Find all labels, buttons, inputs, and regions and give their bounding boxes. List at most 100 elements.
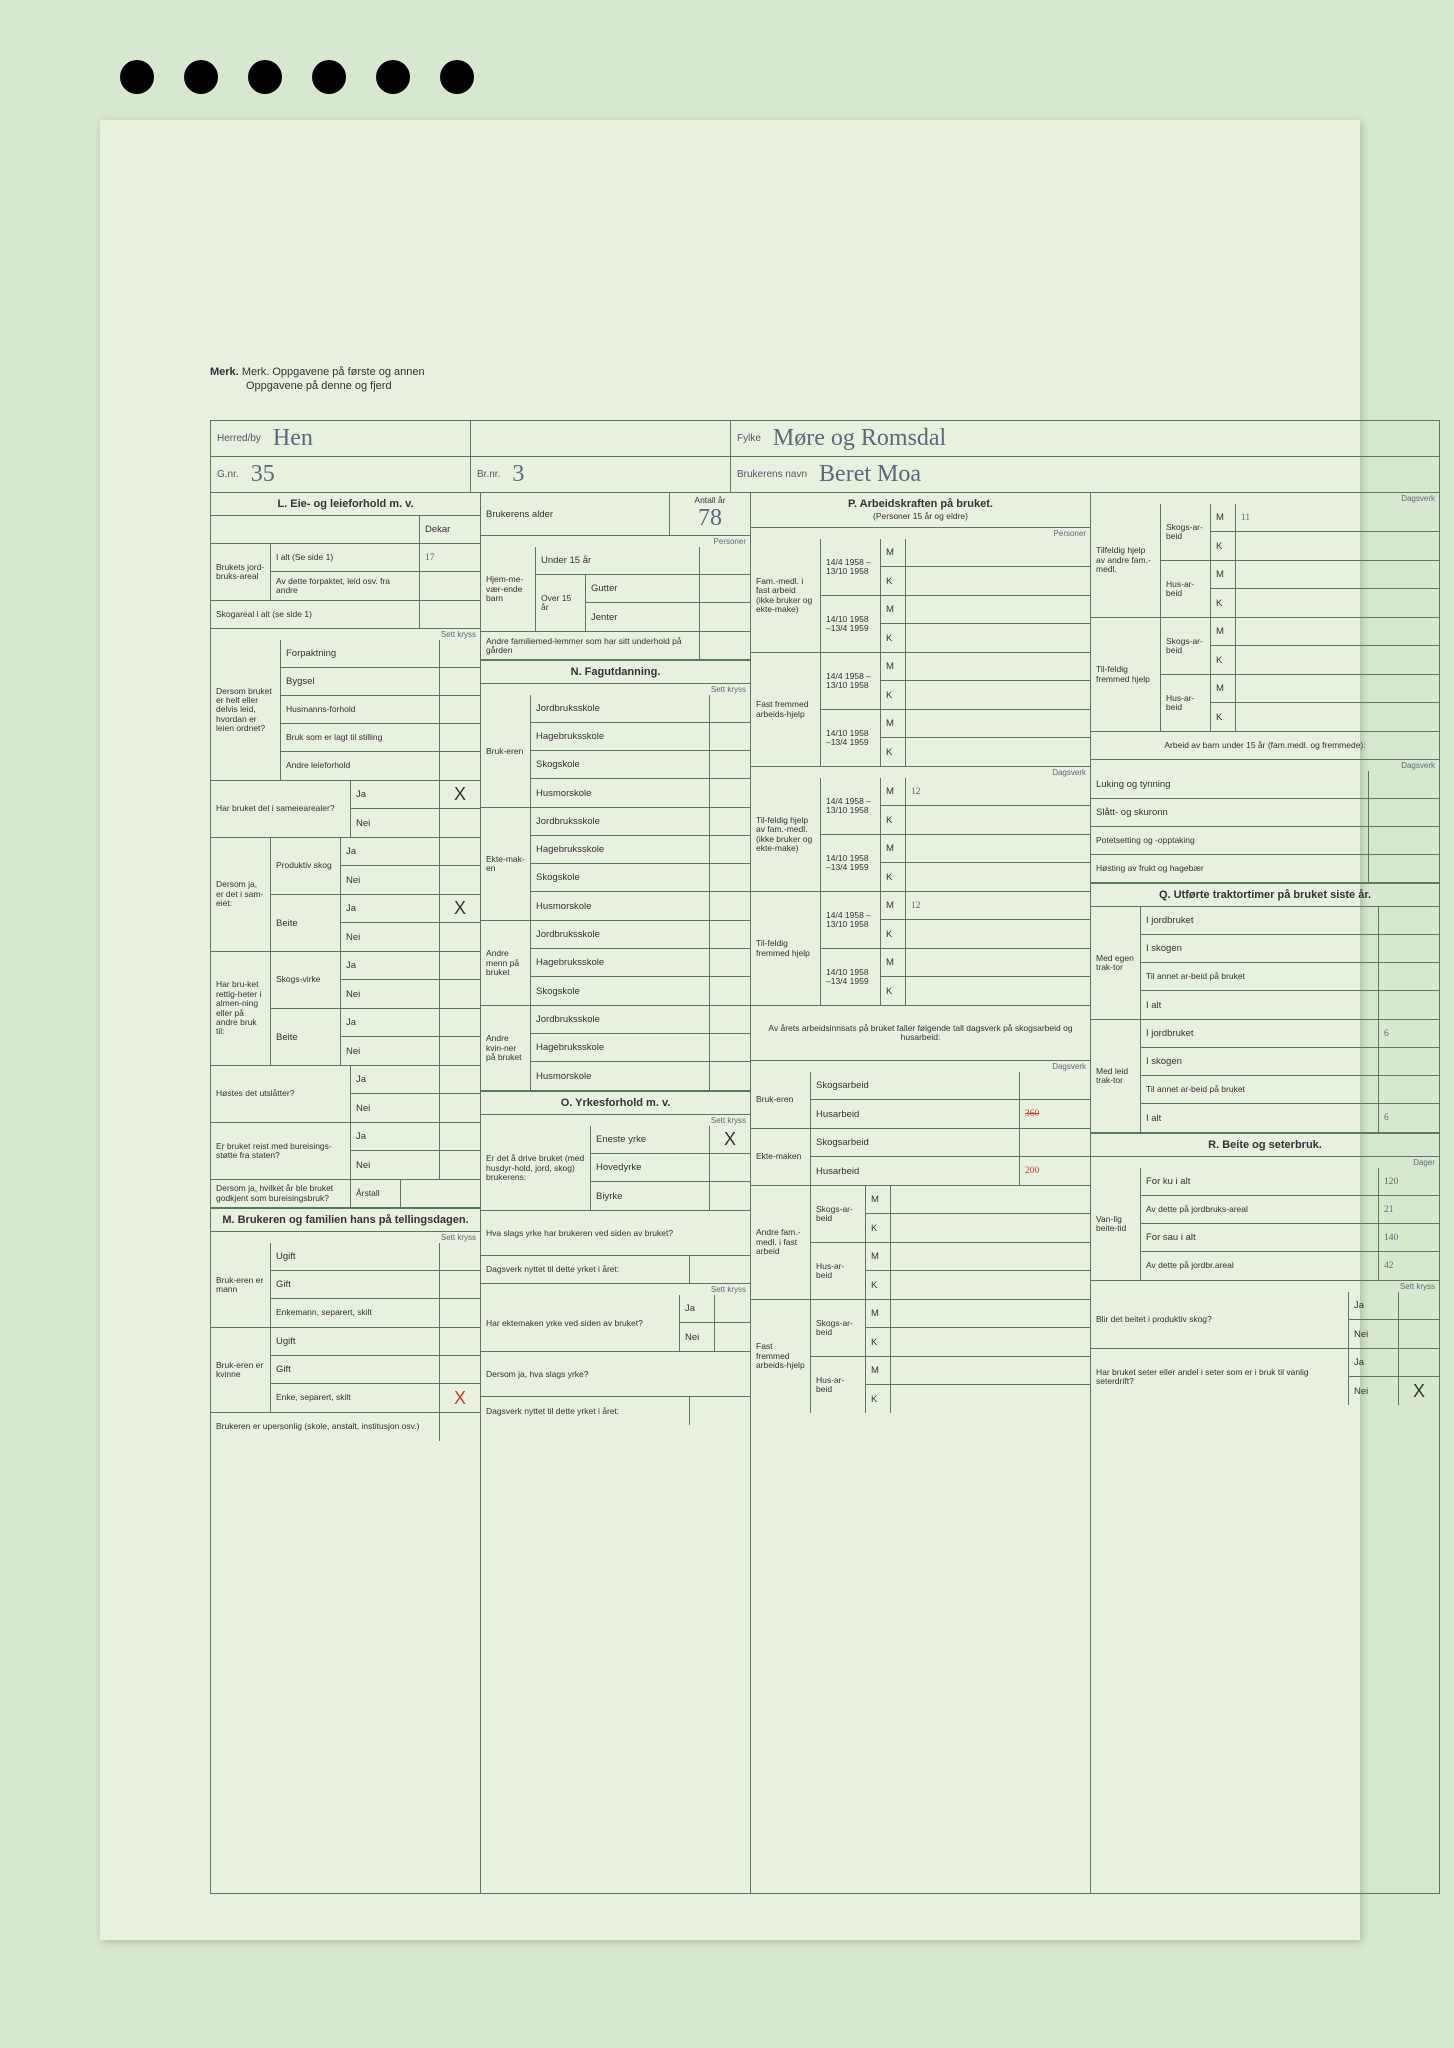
nhm2: Husmorskole: [531, 892, 710, 920]
brnr: 3: [512, 461, 524, 488]
nj4: Jordbruksskole: [531, 1006, 710, 1033]
potet: Potetsetting og -opptaking: [1091, 827, 1369, 854]
m-title: M. Brukeren og familien hans på tellings…: [211, 1208, 480, 1232]
enkem: Enkemann, separert, skilt: [271, 1299, 440, 1327]
n2: Nei: [341, 866, 440, 894]
andrel: Andre leieforhold: [281, 752, 440, 780]
k8: K: [881, 977, 906, 1005]
p-pers: Personer: [751, 528, 1090, 539]
hu4: Hus-ar-beid: [811, 1357, 866, 1413]
n7: Nei: [351, 1151, 440, 1179]
rk1: K: [1211, 532, 1236, 560]
rnei: Nei: [1349, 1320, 1399, 1348]
rja2: Ja: [1349, 1349, 1399, 1376]
sk4: Skogs-ar-beid: [811, 1300, 866, 1356]
p-ff2: Fast fremmed arbeids-hjelp: [751, 1300, 811, 1413]
bruksom: Bruk som er lagt til stilling: [281, 724, 440, 751]
qa1: Til annet ar-beid på bruket: [1141, 963, 1379, 990]
dersomja: Dersom ja, er det i sam-eiet:: [211, 838, 271, 951]
rsk2: Skogs-ar-beid: [1161, 618, 1211, 674]
rsk1: Skogs-ar-beid: [1161, 504, 1211, 560]
rhu2: Hus-ar-beid: [1161, 675, 1211, 731]
merk2: Oppgavene på denne og fjerd: [246, 380, 392, 392]
gnr-label: G.nr.: [217, 469, 239, 480]
qi1: I alt: [1141, 991, 1379, 1019]
biyrke: Biyrke: [591, 1182, 710, 1210]
hus1v: 360: [1020, 1100, 1090, 1128]
sett-m: Sett kryss: [211, 1232, 480, 1243]
j6: Ja: [351, 1066, 440, 1093]
d1: 12: [906, 778, 1090, 805]
per6: 14/10 1958 –13/4 1959: [821, 835, 881, 891]
m3: M: [881, 653, 906, 680]
r-dags: Dagsverk: [1091, 493, 1439, 504]
nh2: Hagebruksskole: [531, 836, 710, 863]
k2: K: [881, 624, 906, 652]
forku: For ku i alt: [1141, 1168, 1379, 1195]
rnei2: Nei: [1349, 1377, 1399, 1405]
form: Herred/by Hen Fylke Møre og Romsdal G.nr…: [210, 420, 1440, 1894]
herred: Hen: [273, 425, 313, 452]
j5: Ja: [341, 1009, 440, 1036]
hus2: Husarbeid: [811, 1157, 1020, 1185]
beite-ja: X: [440, 895, 480, 922]
ugift2: Ugift: [271, 1328, 440, 1355]
rm2: M: [1211, 561, 1236, 588]
avjordv: 21: [1379, 1196, 1439, 1223]
bygsel: Bygsel: [281, 668, 440, 695]
hvaslags: Hva slags yrke har brukeren ved siden av…: [481, 1211, 750, 1255]
sk2: Skogsarbeid: [811, 1129, 1020, 1156]
tilffam: Til-feldig hjelp av fam.-medl. (ikke bru…: [751, 778, 821, 891]
rhu1: Hus-ar-beid: [1161, 561, 1211, 617]
dekar: Dekar: [420, 516, 480, 543]
husm: Husmanns-forhold: [281, 696, 440, 723]
n-title: N. Fagutdanning.: [481, 660, 750, 684]
alder: 78: [698, 505, 722, 532]
slatt: Slått- og skuronn: [1091, 799, 1369, 826]
nh4: Hagebruksskole: [531, 1034, 710, 1061]
hus1: Husarbeid: [811, 1100, 1020, 1128]
rd1: 11: [1236, 504, 1439, 531]
k3: K: [881, 681, 906, 709]
n6: Nei: [351, 1094, 440, 1122]
n4: Nei: [341, 980, 440, 1008]
rja: Ja: [1349, 1292, 1399, 1319]
n5: Nei: [341, 1037, 440, 1065]
qa2: Til annet ar-beid på bruket: [1141, 1076, 1379, 1103]
pers: Personer: [481, 536, 750, 547]
jenter: Jenter: [586, 603, 700, 631]
sett-n: Sett kryss: [481, 684, 750, 695]
per8: 14/10 1958 –13/4 1959: [821, 949, 881, 1005]
n-ak: Andre kvin-ner på bruket: [481, 1006, 531, 1090]
dagsv1: Dagsverk nyttet til dette yrket i året:: [481, 1256, 690, 1283]
m4: M: [881, 710, 906, 737]
herred-label: Herred/by: [217, 433, 261, 444]
k10: K: [866, 1271, 891, 1299]
k1: K: [881, 567, 906, 595]
p-ekt: Ekte-maken: [751, 1129, 811, 1185]
fylke-label: Fylke: [737, 433, 761, 444]
sk1: Skogsarbeid: [811, 1072, 1020, 1099]
hjemme: Hjem-me-vær-ende barn: [481, 547, 536, 631]
ugift1: Ugift: [271, 1243, 440, 1270]
rdager: Dager: [1091, 1157, 1439, 1168]
hosting: Høsting av frukt og hagebær: [1091, 855, 1369, 882]
jo: Ja: [680, 1295, 715, 1322]
rm4: M: [1211, 675, 1236, 702]
forsauv: 140: [1379, 1224, 1439, 1251]
p-dags2: Dagsverk: [751, 1061, 1090, 1072]
m2: M: [881, 596, 906, 623]
ialt-val: 17: [420, 544, 480, 571]
ja1: Ja: [351, 781, 440, 808]
enke: Enke, separert, skilt: [271, 1384, 440, 1412]
eneste-x: X: [710, 1126, 750, 1153]
n3: Nei: [341, 923, 440, 951]
r-title: R. Beite og seterbruk.: [1091, 1133, 1439, 1157]
qv2: 6: [1379, 1104, 1439, 1132]
skv: Skogs-virke: [271, 952, 341, 1008]
forkuv: 120: [1379, 1168, 1439, 1195]
per3: 14/4 1958 –13/10 1958: [821, 653, 881, 709]
m9: M: [866, 1186, 891, 1213]
qv1: 6: [1379, 1020, 1439, 1047]
prodskog: Produktiv skog: [271, 838, 341, 894]
